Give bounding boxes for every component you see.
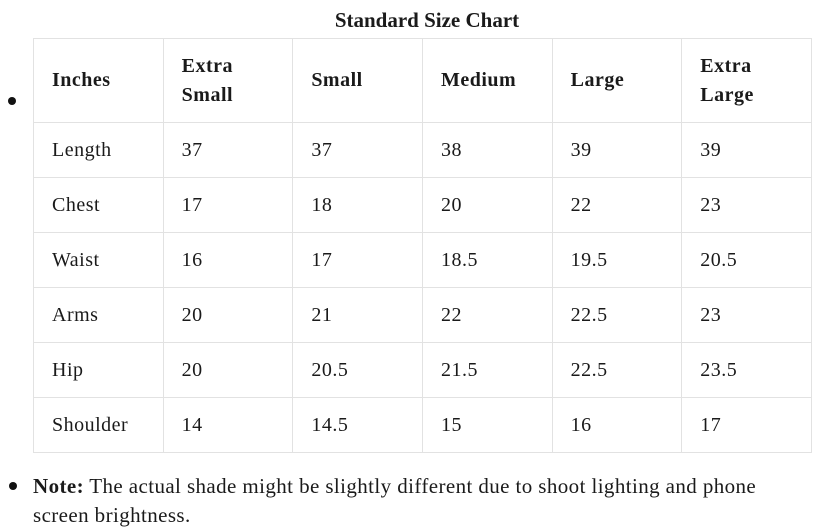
header-cell: Medium: [421, 38, 553, 123]
table-cell: 15: [421, 397, 553, 453]
table-cell: 23.5: [681, 342, 812, 398]
table-cell: 16: [162, 232, 294, 288]
header-text: Extra Large: [700, 54, 754, 106]
table-row: Shoulder 14 14.5 15 16 17: [33, 397, 812, 453]
table-cell: 20: [421, 177, 553, 233]
table-cell: 37: [292, 122, 423, 178]
table-row: Hip 20 20.5 21.5 22.5 23.5: [33, 342, 812, 398]
table-cell: 37: [162, 122, 294, 178]
header-text: Small: [311, 69, 363, 91]
row-label: Chest: [33, 177, 164, 233]
table-cell: 22.5: [551, 287, 683, 343]
table-cell: 22: [551, 177, 683, 233]
header-text: Medium: [440, 69, 517, 91]
row-label: Hip: [33, 342, 164, 398]
note: Note: The actual shade might be slightly…: [33, 472, 773, 530]
row-label: Waist: [33, 232, 164, 288]
header-cell: Extra Small: [162, 38, 294, 123]
table-cell: 22: [421, 287, 553, 343]
row-label: Shoulder: [33, 397, 164, 453]
table-cell: 16: [551, 397, 683, 453]
row-label: Arms: [33, 287, 164, 343]
table-cell: 22.5: [551, 342, 683, 398]
table-cell: 18: [292, 177, 423, 233]
row-label: Length: [33, 122, 164, 178]
bullet: [9, 482, 17, 490]
table-cell: 39: [551, 122, 683, 178]
header-row: Inches Extra Small Small Medium Large Extra L…: [33, 38, 812, 123]
header-text: Extra Small: [181, 54, 234, 106]
table-cell: 17: [681, 397, 812, 453]
table-cell: 17: [292, 232, 423, 288]
note-text: The actual shade might be slightly diffe…: [33, 474, 757, 527]
table-title: Standard Size Chart: [334, 8, 520, 32]
table-row: Waist 16 17 18.5 19.5 20.5: [33, 232, 812, 288]
table-cell: 23: [681, 287, 812, 343]
table-cell: 14.5: [292, 397, 423, 453]
header-cell: Large: [551, 38, 683, 123]
header-cell: Extra Large: [681, 38, 812, 123]
size-table: Inches Extra Small Small Medium Large Extra L…: [33, 38, 812, 453]
table-cell: 17: [162, 177, 294, 233]
table-cell: 18.5: [421, 232, 553, 288]
header-cell: Inches: [33, 38, 164, 123]
bullet: [8, 97, 16, 105]
table-cell: 21.5: [421, 342, 553, 398]
table-cell: 23: [681, 177, 812, 233]
table-cell: 20: [162, 342, 294, 398]
header-text: Inches: [52, 69, 111, 91]
note-label: Note:: [33, 474, 84, 498]
table-cell: 20: [162, 287, 294, 343]
header-cell: Small: [292, 38, 423, 123]
table-cell: 39: [681, 122, 812, 178]
table-cell: 19.5: [551, 232, 683, 288]
table-cell: 38: [421, 122, 553, 178]
table-body: Length 37 37 38 39 39 Chest 17 18 20 22 23 Waist 16 17…: [33, 122, 812, 453]
table-cell: 14: [162, 397, 294, 453]
table-cell: 21: [292, 287, 423, 343]
table-row: Chest 17 18 20 22 23: [33, 177, 812, 233]
table-cell: 20.5: [292, 342, 423, 398]
table-row: Arms 20 21 22 22.5 23: [33, 287, 812, 343]
table-row: Length 37 37 38 39 39: [33, 122, 812, 178]
table-cell: 20.5: [681, 232, 812, 288]
header-text: Large: [570, 69, 625, 91]
